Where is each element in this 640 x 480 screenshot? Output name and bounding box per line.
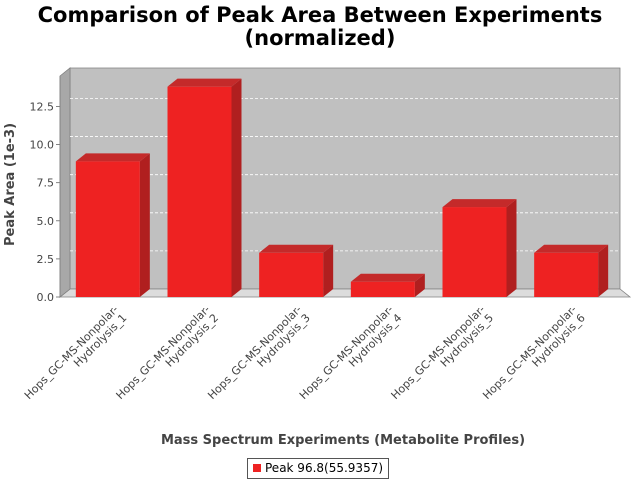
y-tick-label: 0.0 xyxy=(37,291,55,304)
bar-side xyxy=(414,273,425,297)
legend: Peak 96.8(55.9357) xyxy=(247,458,390,479)
x-tick-label-line: Hops_GC-MS-Nonpolar- xyxy=(205,303,304,402)
chart-title: Comparison of Peak Area Between Experime… xyxy=(37,3,603,27)
bar-chart: 0.0 2.5 5.0 7.5 10.0 12.5 Hops_GC-MS-Nonpolar-… xyxy=(3,67,632,448)
y-tick-label: 7.5 xyxy=(37,177,55,190)
x-tick-label: Hops_GC-MS-Nonpolar-Hydrolysis_6 xyxy=(480,303,588,411)
x-tick-label: Hops_GC-MS-Nonpolar-Hydrolysis_4 xyxy=(297,303,405,411)
bar xyxy=(167,86,232,297)
legend-label: Peak 96.8(55.9357) xyxy=(265,461,384,475)
x-tick-label: Hops_GC-MS-Nonpolar-Hydrolysis_5 xyxy=(389,303,497,411)
bar-side xyxy=(598,244,609,297)
y-axis-title: Peak Area (1e-3) xyxy=(3,123,18,246)
x-tick-label-line: Hops_GC-MS-Nonpolar- xyxy=(297,303,396,402)
bar xyxy=(75,161,140,297)
x-axis-title: Mass Spectrum Experiments (Metabolite Pr… xyxy=(161,433,525,448)
chart-subtitle: (normalized) xyxy=(244,26,396,50)
bar xyxy=(442,207,507,297)
bar xyxy=(534,252,599,297)
y-tick-label: 10.0 xyxy=(30,139,55,152)
y-tick-label: 5.0 xyxy=(37,215,55,228)
y-tick-label: 12.5 xyxy=(30,100,55,113)
bar-top xyxy=(442,199,517,208)
bar-top xyxy=(75,153,150,162)
bar-top xyxy=(350,273,425,282)
x-tick-label-line: Hops_GC-MS-Nonpolar- xyxy=(22,303,121,402)
x-tick-label: Hops_GC-MS-Nonpolar-Hydrolysis_2 xyxy=(114,303,222,411)
bar-side xyxy=(506,199,517,297)
x-tick-label-line: Hops_GC-MS-Nonpolar- xyxy=(389,303,488,402)
bar-top xyxy=(534,244,609,253)
bar-top xyxy=(259,244,334,253)
legend-swatch xyxy=(253,463,261,472)
x-tick-label: Hops_GC-MS-Nonpolar-Hydrolysis_3 xyxy=(205,303,313,411)
bar-side xyxy=(323,244,334,297)
bar xyxy=(259,252,324,297)
bar-side xyxy=(139,153,150,297)
bar-side xyxy=(231,78,242,297)
bar-top xyxy=(167,78,242,87)
plot-side-wall xyxy=(59,67,71,298)
bar xyxy=(350,281,415,297)
x-tick-label: Hops_GC-MS-Nonpolar-Hydrolysis_1 xyxy=(22,303,130,411)
x-tick-label-line: Hops_GC-MS-Nonpolar- xyxy=(480,303,579,402)
x-tick-label-line: Hops_GC-MS-Nonpolar- xyxy=(114,303,213,402)
y-tick-label: 2.5 xyxy=(37,253,55,266)
